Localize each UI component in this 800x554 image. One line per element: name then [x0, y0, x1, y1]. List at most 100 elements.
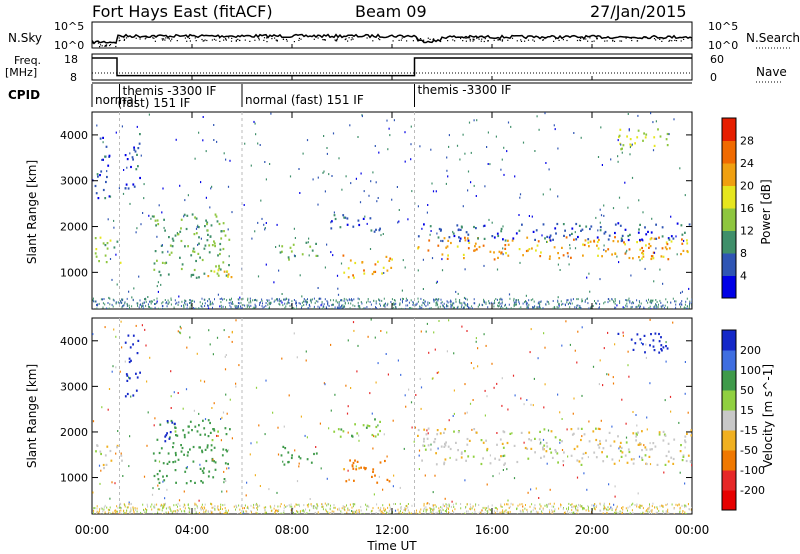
- power-cell: [277, 299, 279, 302]
- velocity-cell: [165, 434, 168, 437]
- power-cell: [618, 196, 621, 199]
- velocity-cell: [490, 509, 492, 511]
- velocity-cell: [508, 507, 510, 509]
- power-cell: [253, 306, 255, 309]
- velocity-cell: [431, 377, 433, 380]
- power-cell: [361, 261, 364, 264]
- velocity-cell: [227, 513, 229, 514]
- velocity-cell: [324, 383, 326, 386]
- velocity-cell: [315, 512, 317, 514]
- nsearch-point: [472, 40, 474, 42]
- velocity-cell: [599, 359, 601, 362]
- velocity-cell: [453, 412, 455, 415]
- power-cell: [468, 306, 469, 309]
- power-cell: [135, 168, 138, 171]
- power-cell: [224, 234, 227, 237]
- power-cell: [187, 194, 189, 197]
- power-cell: [341, 306, 343, 309]
- power-cell: [337, 287, 339, 290]
- power-cell: [115, 253, 117, 256]
- power-cell: [518, 307, 520, 309]
- velocity-cell: [210, 510, 212, 513]
- power-cell: [491, 235, 494, 238]
- power-cell: [558, 308, 560, 309]
- velocity-cell: [445, 503, 447, 506]
- power-cell: [575, 238, 578, 241]
- power-cell: [570, 302, 571, 305]
- velocity-cell: [557, 393, 559, 396]
- power-cell: [680, 305, 682, 308]
- power-cell: [167, 273, 170, 276]
- velocity-cell: [280, 513, 282, 514]
- nsearch-point: [372, 40, 374, 42]
- velocity-cell: [220, 439, 222, 442]
- power-cell: [240, 298, 242, 301]
- power-cell: [307, 307, 309, 309]
- power-cell: [338, 304, 340, 307]
- power-cell: [443, 305, 444, 308]
- power-cell: [475, 227, 477, 230]
- power-cell: [124, 302, 126, 305]
- power-cell: [665, 298, 667, 301]
- velocity-cell: [187, 425, 190, 428]
- power-cell: [653, 144, 656, 147]
- velocity-cell: [319, 422, 321, 425]
- velocity-cell: [520, 431, 523, 434]
- power-cell: [464, 236, 466, 239]
- power-cell: [650, 255, 653, 258]
- velocity-cell: [170, 395, 172, 398]
- velocity-cell: [154, 459, 157, 462]
- velocity-cell: [383, 433, 385, 436]
- power-cell: [244, 142, 246, 145]
- power-cell: [379, 227, 381, 230]
- velocity-cell: [448, 319, 450, 322]
- velocity-cell: [470, 508, 472, 511]
- power-cell: [588, 245, 590, 248]
- velocity-cell: [613, 440, 616, 443]
- velocity-cell: [163, 505, 165, 508]
- power-cell: [645, 133, 648, 136]
- power-cell: [269, 306, 270, 309]
- velocity-cell: [442, 509, 444, 511]
- power-cell: [198, 242, 200, 245]
- velocity-cell: [130, 395, 132, 398]
- velocity-cell: [225, 448, 228, 452]
- velocity-cell: [284, 447, 287, 450]
- power-cell: [448, 236, 451, 239]
- velocity-cell: [684, 513, 686, 514]
- power-cell: [440, 298, 442, 301]
- velocity-cell: [489, 454, 491, 457]
- power-cell: [624, 181, 626, 184]
- velocity-cell: [143, 475, 146, 478]
- power-cell: [265, 222, 267, 224]
- velocity-cell: [624, 454, 627, 457]
- velocity-cell: [430, 443, 432, 446]
- power-cell: [620, 143, 622, 146]
- power-cell: [211, 185, 213, 188]
- power-cell: [412, 303, 414, 306]
- power-cell: [562, 302, 564, 305]
- power-cell: [227, 273, 230, 276]
- power-cell: [415, 303, 417, 306]
- power-cell: [209, 300, 211, 303]
- power-cell: [604, 301, 606, 304]
- velocity-cell: [499, 511, 501, 514]
- power-cell: [640, 305, 641, 308]
- nsearch-point: [532, 39, 534, 41]
- x-tick-label: 20:00: [575, 523, 610, 537]
- velocity-cell: [383, 512, 385, 514]
- velocity-cell: [98, 511, 100, 514]
- velocity-cell: [606, 508, 607, 511]
- power-cell: [295, 307, 297, 309]
- velocity-cell: [120, 320, 122, 323]
- velocity-cell: [256, 441, 258, 444]
- power-cell: [599, 208, 601, 211]
- x-tick-label: 00:00: [675, 523, 710, 537]
- velocity-cell: [679, 511, 681, 514]
- power-cell: [162, 187, 164, 190]
- velocity-cell: [432, 509, 434, 512]
- velocity-cell: [486, 507, 488, 510]
- velocity-cell: [205, 510, 207, 513]
- power-cell: [232, 301, 233, 303]
- velocity-cell: [530, 488, 532, 491]
